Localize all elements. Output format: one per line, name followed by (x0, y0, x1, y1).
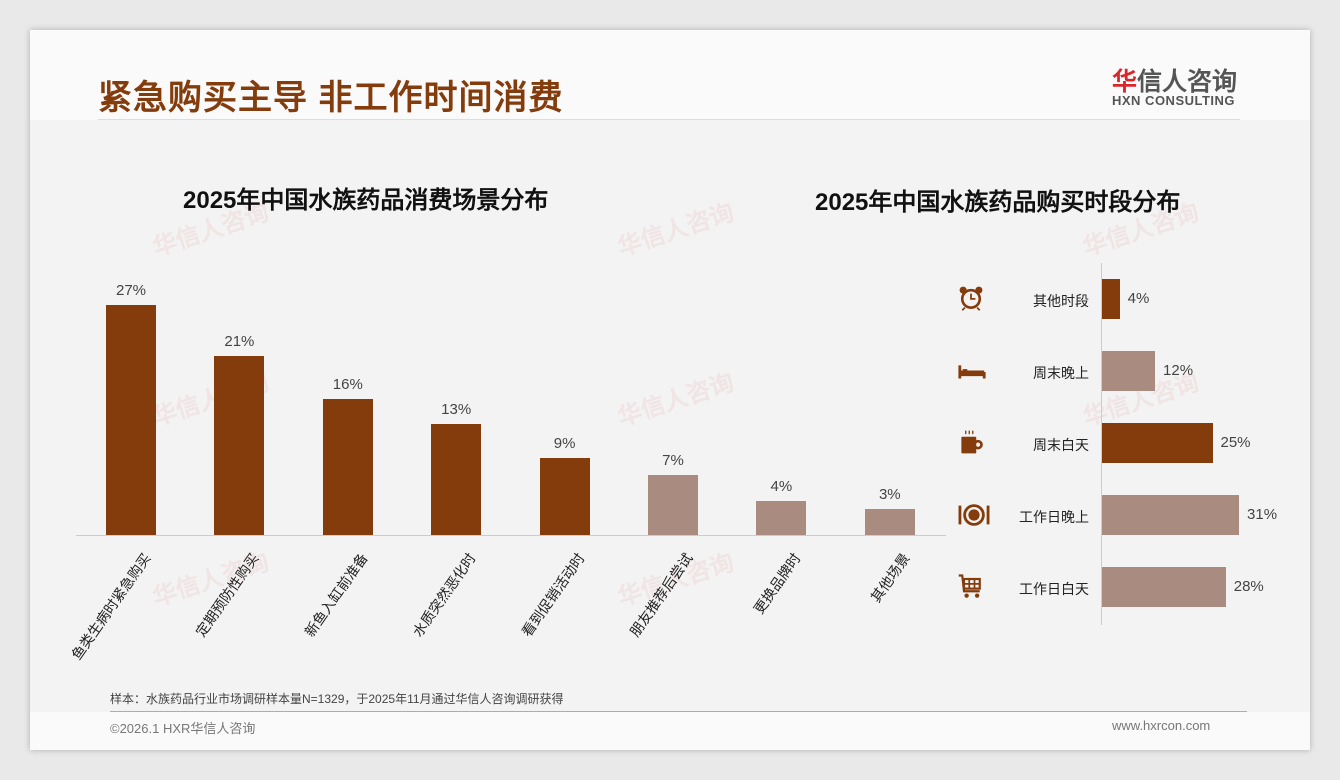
y-tick-label: 周末晚上 (1033, 365, 1089, 381)
bar (648, 475, 698, 535)
data-label: 9% (553, 435, 576, 453)
shopping-cart-icon (957, 572, 989, 604)
footer-divider (110, 711, 1247, 712)
bar (864, 509, 915, 535)
bar (1102, 567, 1226, 607)
y-tick-label: 其他时段 (1033, 293, 1089, 309)
logo: 华信人咨询 (1112, 62, 1237, 98)
logo-red: 华 (1112, 68, 1138, 96)
bar (756, 500, 807, 535)
bed-icon (957, 356, 989, 388)
bar (1102, 351, 1156, 391)
data-label: 3% (878, 486, 901, 504)
data-label: 25% (1220, 434, 1251, 451)
logo-text: 信人咨询 (1137, 68, 1238, 96)
data-label: 27% (115, 281, 147, 299)
website-link[interactable]: www.hxrcon.com (1112, 718, 1211, 733)
alarm-clock-icon (957, 284, 989, 316)
data-label: 7% (662, 452, 684, 470)
bar (214, 356, 265, 535)
x-axis (76, 535, 946, 536)
bar (106, 304, 156, 535)
sample-note: 样本：水族药品行业市场调研样本量N=1329，于2025年11月通过华信人咨询调… (110, 692, 564, 706)
y-axis (1101, 263, 1102, 625)
data-label: 31% (1247, 506, 1278, 523)
plate-cutlery-icon (957, 500, 990, 532)
data-label: 13% (441, 401, 472, 419)
slide: 紧急购买主导 非工作时间消费 华信人咨询 HXN CONSULTING 华信人咨… (30, 30, 1310, 750)
page-title: 紧急购买主导 非工作时间消费 (98, 79, 564, 117)
bar (1102, 423, 1213, 463)
copyright: ©2026.1 HXR华信人咨询 (110, 721, 256, 736)
bar (1102, 279, 1120, 319)
data-label: 4% (770, 477, 793, 495)
bar (1102, 495, 1240, 535)
left-chart-title: 2025年中国水族药品消费场景分布 (183, 187, 549, 214)
data-label: 28% (1233, 578, 1264, 595)
y-tick-label: 工作日晚上 (1019, 509, 1089, 525)
logo-en: HXN CONSULTING (1112, 93, 1236, 108)
y-tick-label: 工作日白天 (1019, 581, 1089, 597)
data-label: 4% (1127, 290, 1150, 307)
bar (431, 424, 482, 535)
right-chart-title: 2025年中国水族药品购买时段分布 (815, 189, 1181, 216)
bar (322, 398, 373, 535)
data-label: 21% (224, 333, 255, 351)
data-label: 12% (1163, 362, 1194, 379)
coffee-cup-icon (957, 428, 989, 460)
divider (98, 119, 1240, 120)
bar (539, 458, 590, 535)
y-tick-label: 周末白天 (1033, 437, 1089, 453)
data-label: 16% (332, 375, 363, 393)
